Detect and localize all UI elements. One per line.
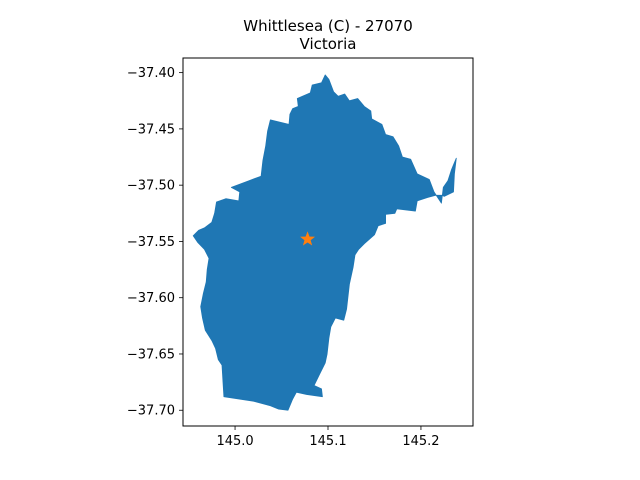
y-tick-label: −37.45 <box>127 122 175 137</box>
y-tick-label: −37.50 <box>127 179 175 194</box>
region-polygon <box>192 74 457 411</box>
x-tick-label: 145.2 <box>402 434 439 449</box>
y-tick-label: −37.40 <box>127 66 175 81</box>
plot-area <box>192 74 457 411</box>
map-subtitle: Victoria <box>300 35 357 53</box>
y-tick-label: −37.55 <box>127 235 175 250</box>
y-tick-label: −37.70 <box>127 404 175 419</box>
centroid-star-marker <box>300 231 316 246</box>
x-tick-label: 145.1 <box>309 434 346 449</box>
axes-frame <box>182 57 474 427</box>
map-title: Whittlesea (C) - 27070 <box>243 17 413 35</box>
y-tick-label: −37.65 <box>127 347 175 362</box>
y-tick-label: −37.60 <box>127 291 175 306</box>
axis-ticks: 145.0 145.1 145.2 −37.40 −37.45 −37.50 −37.55 −… <box>127 66 440 449</box>
x-tick-label: 145.0 <box>216 434 253 449</box>
